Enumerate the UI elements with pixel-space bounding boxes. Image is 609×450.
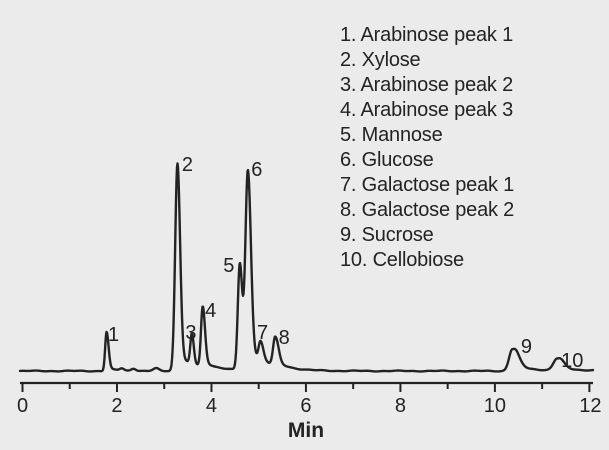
- legend-item-name: Arabinose peak 1: [360, 24, 514, 46]
- legend-item: 8. Galactose peak 2: [340, 198, 514, 223]
- legend-item-number: 6.: [340, 149, 362, 171]
- legend-item: 6. Glucose: [340, 148, 514, 173]
- axis-tick-label: 12: [579, 395, 601, 417]
- x-axis: 0 2 4 6 8 10 12: [17, 381, 602, 417]
- peak-label: 2: [182, 154, 193, 176]
- peak-label: 7: [257, 322, 268, 344]
- legend-item-number: 4.: [340, 99, 361, 121]
- legend-item: 4. Arabinose peak 3: [340, 98, 514, 123]
- axis-tick-label: 2: [111, 395, 122, 417]
- legend-item-name: Arabinose peak 3: [360, 99, 514, 121]
- peak-label: 8: [279, 327, 290, 349]
- legend-item-name: Sucrose: [361, 224, 434, 246]
- peak-label: 10: [561, 350, 583, 372]
- legend-item-number: 7.: [340, 174, 362, 196]
- legend-item-name: Mannose: [361, 124, 443, 146]
- peak-label: 9: [521, 336, 532, 358]
- peak-label: 1: [108, 324, 119, 346]
- peak-label: 5: [223, 255, 234, 277]
- legend-item-number: 3.: [340, 74, 361, 96]
- legend-item-name: Galactose peak 2: [361, 199, 515, 221]
- legend-item-number: 10.: [340, 249, 373, 271]
- legend-item-number: 8.: [340, 199, 362, 221]
- legend-item-number: 1.: [340, 24, 361, 46]
- legend-item: 10. Cellobiose: [340, 248, 514, 273]
- peak-label: 3: [185, 322, 196, 344]
- peak-label: 6: [251, 159, 262, 181]
- axis-tick-label: 6: [300, 395, 311, 417]
- legend-item: 9. Sucrose: [340, 223, 514, 248]
- legend-item-number: 9.: [340, 224, 362, 246]
- legend-item-name: Glucose: [361, 149, 434, 171]
- legend-item: 2. Xylose: [340, 48, 514, 73]
- axis-tick-label: 4: [206, 395, 217, 417]
- legend-item-name: Cellobiose: [372, 249, 465, 271]
- legend-item: 1. Arabinose peak 1: [340, 23, 514, 48]
- axis-tick-label: 0: [17, 395, 28, 417]
- legend-item-name: Xylose: [361, 49, 421, 71]
- peak-label: 4: [205, 300, 216, 322]
- legend-item-name: Arabinose peak 2: [360, 74, 514, 96]
- legend-item-number: 5.: [340, 124, 362, 146]
- axis-tick-label: 8: [395, 395, 406, 417]
- axis-tick-label: 10: [484, 395, 506, 417]
- legend-item: 7. Galactose peak 1: [340, 173, 514, 198]
- legend-item-name: Galactose peak 1: [361, 174, 515, 196]
- peak-legend: 1. Arabinose peak 1 2. Xylose 3. Arabinose…: [340, 23, 514, 273]
- legend-item-number: 2.: [340, 49, 362, 71]
- chromatogram-trace: [18, 162, 595, 373]
- x-axis-label: Min: [288, 419, 324, 442]
- legend-item: 5. Mannose: [340, 123, 514, 148]
- legend-item: 3. Arabinose peak 2: [340, 73, 514, 98]
